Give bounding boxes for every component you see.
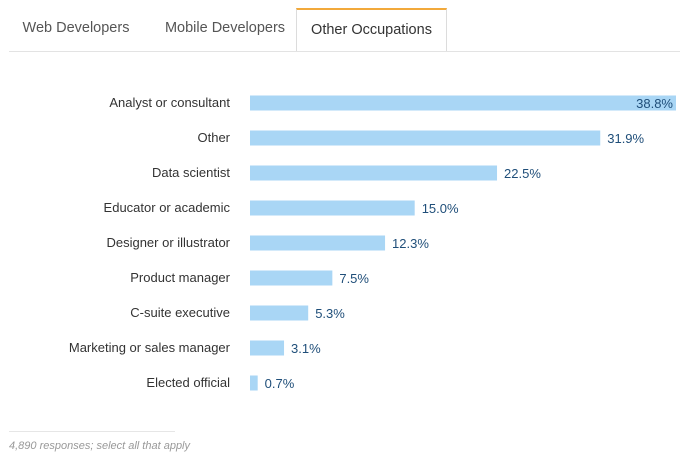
value-label-designer-or-illustrator: 12.3%	[392, 236, 429, 251]
tab-mobile-developers[interactable]: Mobile Developers	[164, 20, 286, 36]
category-label-elected-official: Elected official	[146, 375, 230, 390]
bar-other	[250, 130, 601, 146]
tab-other-occupations[interactable]: Other Occupations	[296, 8, 447, 52]
bar-marketing-or-sales-manager	[250, 340, 285, 356]
bar-elected-official	[250, 375, 258, 391]
occupation-tabs: Web Developers Mobile Developers Other O…	[9, 0, 680, 52]
value-label-marketing-or-sales-manager: 3.1%	[291, 341, 321, 356]
category-label-designer-or-illustrator: Designer or illustrator	[106, 235, 230, 250]
occupation-bar-chart: Analyst or consultant 38.8% Other 31.9% Data…	[69, 95, 676, 391]
category-label-other: Other	[197, 130, 230, 145]
bar-analyst-or-consultant	[250, 95, 676, 111]
value-label-other: 31.9%	[607, 131, 644, 146]
footer-divider	[9, 431, 175, 432]
bar-product-manager	[250, 270, 333, 286]
category-label-analyst-or-consultant: Analyst or consultant	[109, 95, 230, 110]
category-label-data-scientist: Data scientist	[152, 165, 230, 180]
tab-web-developers[interactable]: Web Developers	[22, 20, 130, 36]
value-label-analyst-or-consultant: 38.8%	[636, 96, 673, 111]
category-label-marketing-or-sales-manager: Marketing or sales manager	[69, 340, 231, 355]
value-label-educator-or-academic: 15.0%	[422, 201, 459, 216]
bar-data-scientist	[250, 165, 498, 181]
category-label-c-suite-executive: C-suite executive	[130, 305, 230, 320]
responses-footnote: 4,890 responses; select all that apply	[9, 440, 191, 452]
value-label-data-scientist: 22.5%	[504, 166, 541, 181]
value-label-c-suite-executive: 5.3%	[315, 306, 345, 321]
value-label-product-manager: 7.5%	[339, 271, 369, 286]
category-label-educator-or-academic: Educator or academic	[104, 200, 231, 215]
tabbar-divider	[9, 51, 680, 52]
bar-educator-or-academic	[250, 200, 415, 216]
bar-designer-or-illustrator	[250, 235, 386, 251]
category-label-product-manager: Product manager	[130, 270, 230, 285]
bar-c-suite-executive	[250, 305, 309, 321]
value-label-elected-official: 0.7%	[265, 376, 295, 391]
